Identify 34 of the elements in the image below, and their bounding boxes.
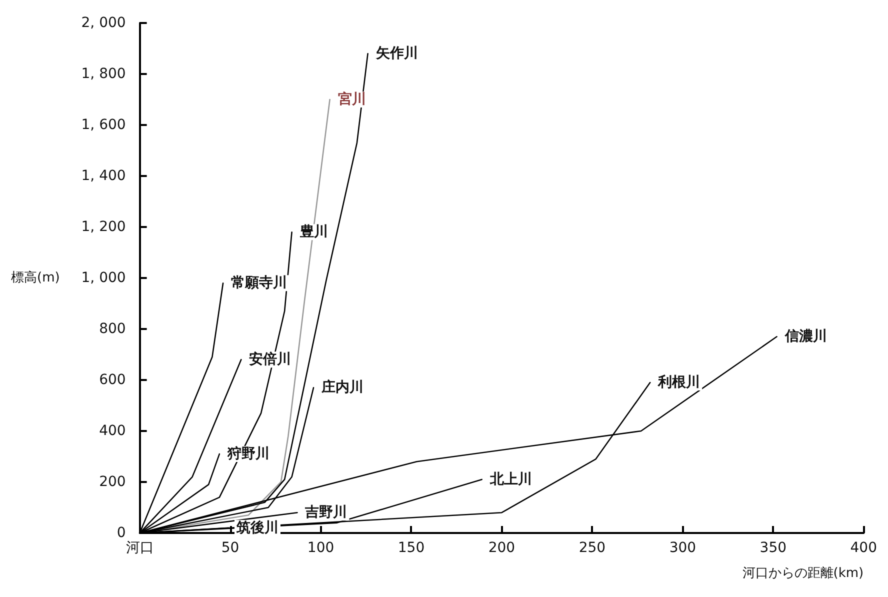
series-label: 常願寺川 — [231, 275, 288, 292]
x-tick-label: 河口 — [126, 540, 154, 556]
y-tick-label: 1, 000 — [81, 270, 126, 286]
x-tick-label: 250 — [578, 540, 606, 556]
series-label: 安倍川 — [249, 350, 292, 368]
y-tick-label: 2, 000 — [81, 15, 126, 31]
series-label: 庄内川 — [320, 378, 364, 396]
x-tick-label: 50 — [221, 540, 240, 556]
x-tick-label: 200 — [488, 540, 516, 556]
y-axis-title: 標高(m) — [10, 270, 60, 286]
x-tick-label: 150 — [398, 540, 425, 556]
y-tick-label: 200 — [99, 474, 126, 490]
series-label: 筑後川 — [235, 520, 278, 536]
x-tick-label: 100 — [307, 540, 334, 556]
y-tick-label: 600 — [99, 372, 126, 388]
x-tick-label: 350 — [760, 540, 787, 556]
series-label: 豊川 — [298, 224, 328, 240]
y-tick-label: 1, 800 — [81, 66, 126, 82]
y-tick-label: 1, 400 — [81, 168, 126, 184]
series-label: 狩野川 — [226, 444, 270, 462]
x-tick-label: 300 — [669, 540, 696, 556]
series-label: 宮川 — [338, 90, 366, 108]
y-tick-label: 800 — [99, 321, 126, 337]
series-label: 北上川 — [488, 471, 532, 488]
y-tick-label: 1, 200 — [81, 219, 126, 235]
series-label: 信濃川 — [784, 328, 827, 345]
x-axis-title: 河口からの距離(km) — [742, 566, 864, 581]
series-label: 矢作川 — [374, 46, 418, 62]
series-label: 吉野川 — [304, 504, 348, 521]
x-tick-label: 400 — [850, 540, 878, 556]
y-tick-label: 0 — [116, 525, 126, 541]
series-label: 利根川 — [657, 374, 700, 391]
y-tick-label: 1, 600 — [81, 117, 126, 133]
y-tick-label: 400 — [99, 423, 126, 439]
